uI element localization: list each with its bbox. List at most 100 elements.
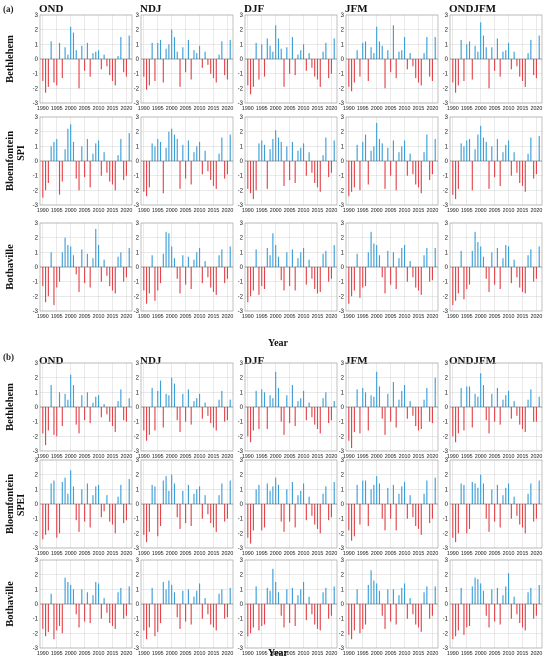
bar-negative <box>319 161 321 192</box>
bar-negative <box>328 504 330 521</box>
bar-negative <box>353 267 355 291</box>
bar-positive <box>502 399 504 407</box>
x-tick-label: 1995 <box>51 551 63 557</box>
bar-positive <box>157 42 159 59</box>
bar-positive <box>477 487 479 504</box>
bar-positive <box>221 483 223 504</box>
bar-negative <box>364 267 367 287</box>
bar-negative <box>224 407 226 422</box>
bar-positive <box>275 371 277 407</box>
bar-positive <box>103 259 105 267</box>
bar-positive <box>381 45 383 59</box>
bar-positive <box>409 495 411 504</box>
bar-negative <box>154 407 156 431</box>
bar-negative <box>157 504 159 537</box>
bar-negative <box>305 504 307 521</box>
bar-negative <box>162 407 164 428</box>
bar-negative <box>384 267 386 294</box>
bar-positive <box>401 587 403 604</box>
bar-positive <box>423 255 425 267</box>
bar-negative <box>215 604 217 631</box>
bar-negative <box>42 407 44 434</box>
bar-positive <box>302 390 305 407</box>
bar-negative <box>431 407 433 424</box>
x-tick-label: 2015 <box>107 651 119 657</box>
bar-negative <box>109 161 111 182</box>
bar-positive <box>198 393 201 407</box>
x-tick-label: 2020 <box>222 106 234 112</box>
x-tick-label: 2010 <box>503 551 515 557</box>
bar-negative <box>384 604 386 629</box>
bar-positive <box>154 486 156 504</box>
bar-positive <box>364 480 367 504</box>
bar-positive <box>392 252 394 267</box>
bar-negative <box>519 604 521 624</box>
y-tick-label: -2 <box>339 434 345 440</box>
bar-negative <box>351 504 353 541</box>
y-tick-label: -1 <box>443 280 449 286</box>
bar-negative <box>89 504 91 528</box>
bar-positive <box>218 153 220 161</box>
bar-negative <box>75 504 77 521</box>
bar-positive <box>196 252 198 267</box>
bar-positive <box>409 153 411 161</box>
bar-negative <box>58 604 61 626</box>
x-tick-label: 1995 <box>256 314 268 320</box>
bar-positive <box>505 50 507 59</box>
bar-negative <box>381 267 383 278</box>
bar-positive <box>168 490 170 504</box>
bar-negative <box>294 407 296 427</box>
y-tick-label: 3 <box>136 558 140 564</box>
y-tick-label: 2 <box>341 130 345 136</box>
bar-positive <box>286 252 288 267</box>
bar-negative <box>42 59 44 81</box>
bar-positive <box>362 480 364 504</box>
bar-negative <box>524 407 526 432</box>
bar-negative <box>78 504 80 532</box>
x-tick-label: 2010 <box>298 651 310 657</box>
x-tick-label: 1990 <box>242 106 254 112</box>
bar-positive <box>477 51 479 59</box>
bar-positive <box>527 399 529 407</box>
x-tick-label: 1990 <box>138 551 150 557</box>
bar-negative <box>114 407 116 432</box>
bar-positive <box>168 395 170 407</box>
bar-positive <box>538 480 540 504</box>
bar-negative <box>283 267 285 291</box>
y-tick-label: 2 <box>240 236 244 242</box>
bar-positive <box>196 398 198 407</box>
bar-positive <box>378 386 381 407</box>
bar-positive <box>176 51 178 59</box>
season-header-jfm: JFM <box>345 3 368 15</box>
bar-negative <box>519 504 521 525</box>
x-tick-label: 2000 <box>371 106 383 112</box>
y-tick-label: 2 <box>35 573 39 579</box>
bar-negative <box>395 407 397 428</box>
bar-positive <box>460 143 462 161</box>
bar-negative <box>78 161 80 191</box>
x-tick-label: 2000 <box>65 454 77 460</box>
bar-positive <box>255 249 257 267</box>
bar-negative <box>185 59 187 73</box>
bar-positive <box>505 395 507 407</box>
bar-positive <box>196 489 198 504</box>
bar-positive <box>128 133 130 161</box>
y-tick-label: -2 <box>33 531 39 537</box>
y-tick-label: 1 <box>240 587 244 593</box>
bar-negative <box>466 504 468 534</box>
y-tick-label: 2 <box>341 573 345 579</box>
bar-negative <box>362 604 364 629</box>
bar-negative <box>47 161 49 183</box>
season-header-djf: DJF <box>244 3 264 15</box>
y-tick-label: -2 <box>443 434 449 440</box>
bar-negative <box>328 407 330 424</box>
bar-negative <box>89 267 91 288</box>
bar-negative <box>533 161 535 179</box>
y-tick-label: -3 <box>33 309 39 315</box>
bar-negative <box>415 407 417 427</box>
bar-negative <box>457 59 459 86</box>
x-tick-label: 2015 <box>312 454 324 460</box>
bar-positive <box>496 247 498 267</box>
